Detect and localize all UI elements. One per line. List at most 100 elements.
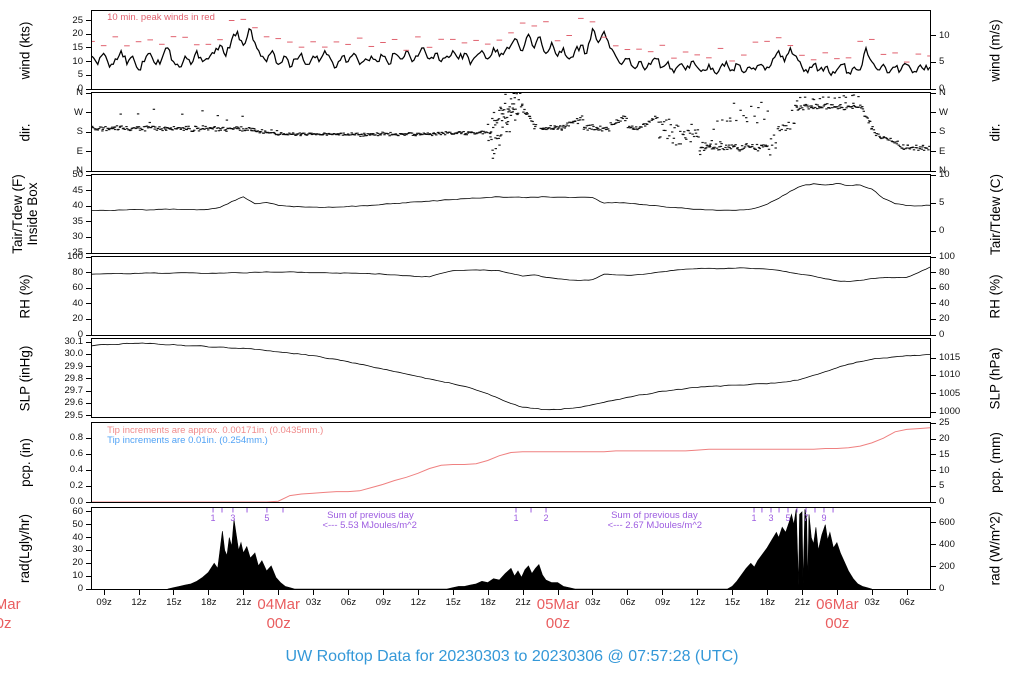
y-tick-right [931,131,936,133]
x-tick-label: 21z [515,597,531,608]
y-tick-label-left: 0 [77,583,83,594]
mjoule-tick-label: 3 [768,513,774,523]
y-tick-label-left: 0.0 [69,496,83,507]
y-tick-label-left: 29.6 [64,397,84,409]
x-date-label: 04Mar [257,596,300,613]
y-tick-label-left: 25 [72,247,83,258]
axis-label-left-dir: dir. [17,122,33,142]
x-tick [103,590,105,595]
annotation-pcp: Tip increments are approx. 0.00171in. (0… [107,425,324,436]
y-tick-label-left: 20 [72,557,83,569]
y-tick-label-left: E [76,145,83,157]
y-tick-right [931,112,936,113]
y-tick-label-right: 1005 [939,387,961,399]
panel-tair [91,174,931,254]
y-tick-label-left: 0.8 [69,432,83,444]
x-tick-label: 15z [445,597,461,608]
panel-pcp [91,422,931,503]
y-tick-label-left: 20 [72,28,83,40]
peak-wind-kts [92,17,930,63]
axis-label-right-rad: rad (W/m^2) [987,511,1003,586]
x-date-label: 00z [545,615,571,632]
y-tick-left [86,61,91,63]
x-tick [836,590,838,595]
x-tick [592,590,594,595]
y-tick-right [931,287,936,289]
y-tick-label-right: 0 [939,583,945,594]
y-tick-label-right: 5 [939,56,945,68]
y-tick-left [86,236,91,238]
x-date-label: 00z [266,615,291,632]
x-tick-label: 03z [585,597,601,608]
y-tick-left [86,151,91,152]
y-tick-label-left: 5 [77,69,83,81]
y-tick-right [931,272,936,274]
rad-chart [167,508,872,589]
y-tick-label-right: 1000 [939,406,961,418]
axis-label-right-tair: Tair/Tdew (C) [987,173,1003,255]
y-tick-left [86,334,91,336]
y-tick-label-left: 35 [72,215,83,227]
x-tick-label: 06z [340,597,357,608]
y-tick-right [931,501,936,503]
x-tick-label: 18z [201,597,217,608]
x-tick [801,590,803,595]
mjoule-tick-label: 1 [513,513,519,523]
mjoule-tick-label: 2 [543,513,549,523]
y-tick-label-left: 30 [72,544,83,556]
y-tick-left [86,562,91,564]
y-tick-right [931,170,936,172]
mjoule-tick-label: 7 [803,513,809,523]
x-date-label: 05Mar [536,596,580,613]
x-tick-label: 12z [690,597,706,608]
x-tick-label: 06z [620,597,636,608]
x-tick-label: 15z [724,597,741,608]
y-tick-label-left: 20 [72,313,83,325]
tair-chart [92,182,930,212]
y-tick-right [931,303,936,305]
wind-speed-kts [92,27,930,77]
y-tick-label-left: 29.8 [64,372,84,384]
x-tick [557,590,559,595]
x-tick-label: 18z [480,597,496,608]
x-tick [522,590,524,595]
y-tick-label-left: 0.4 [69,464,83,476]
x-tick [417,590,419,595]
y-tick-label-left: 40 [72,531,83,543]
y-tick-label-right: 600 [939,516,955,528]
axis-label-left-wind: wind (kts) [17,21,33,79]
plot-title: UW Rooftop Data for 20230303 to 20230306… [285,648,739,665]
axis-label-left-pcp: pcp. (in) [17,438,33,487]
y-tick-left [86,205,91,207]
x-tick [732,590,734,595]
axis-label-right-wind: wind (m/s) [987,18,1003,82]
y-tick-left [86,402,91,404]
y-tick-label-left: 100 [67,251,83,262]
annotation-rad: Sum of previous day [327,510,414,521]
y-tick-right [931,522,936,524]
y-tick-label-left: 29.9 [64,360,84,372]
y-tick-label-left: 40 [72,200,83,212]
y-tick-label-right: 1015 [939,352,961,364]
x-tick-label: 09z [96,597,112,608]
axis-label-left-slp: SLP (inHg) [17,345,33,411]
y-tick-left [86,74,91,76]
dir-chart [92,93,930,159]
y-tick-right [931,438,936,440]
y-tick-label-left: 50 [72,518,83,530]
x-tick [243,590,245,595]
y-tick-left [86,303,91,305]
y-tick-left [86,469,91,471]
x-tick-label: 09z [375,597,392,608]
x-tick [208,590,210,595]
annotation-rad: Sum of previous day [611,510,698,521]
y-tick-label-right: 80 [939,266,950,278]
y-tick-label-right: 0 [939,496,945,507]
mjoule-tick-label: 3 [230,513,236,523]
y-tick-label-right: W [939,106,948,118]
x-tick [906,590,908,595]
x-tick-label: 21z [794,597,811,608]
y-tick-label-right: 10 [939,29,950,41]
y-tick-left [86,92,91,94]
y-tick-right [931,374,936,376]
